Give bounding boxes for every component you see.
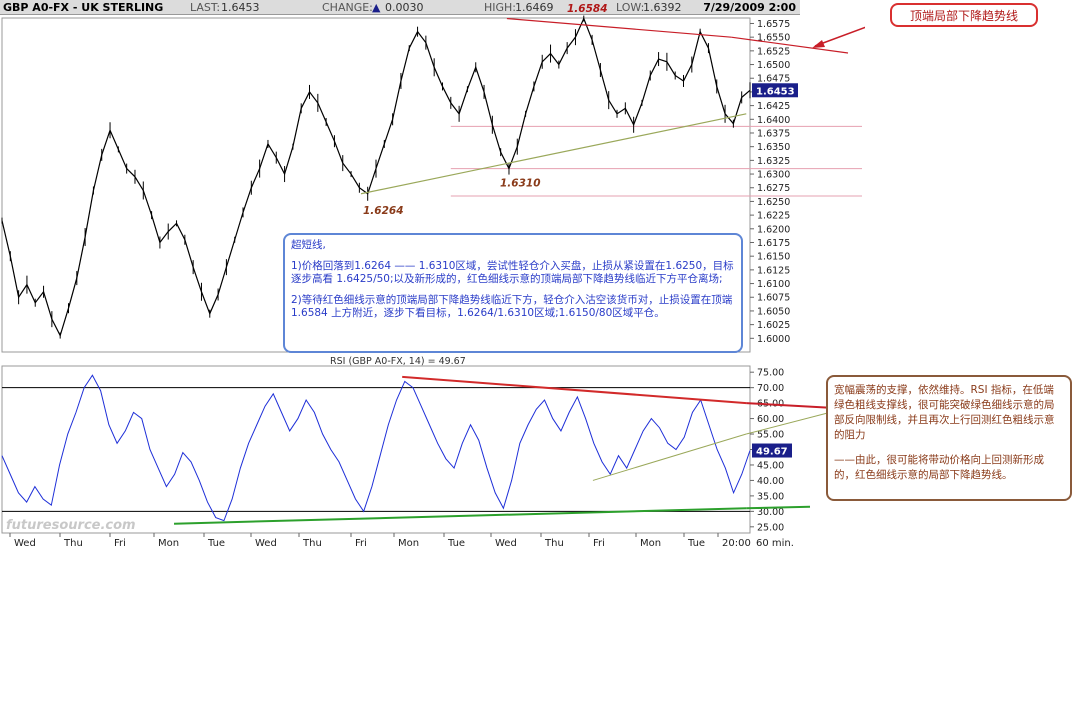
x-axis: Wed Thu Fri Mon Tue Wed Thu Fri Mon Tue Wed Thu Fri M… xyxy=(9,533,794,549)
x-tick-label: Mon xyxy=(158,538,179,549)
price-tick-label: 1.6000 xyxy=(757,334,790,345)
rsi-tick-label: 75.00 xyxy=(757,368,784,379)
last-label: LAST: xyxy=(190,1,221,14)
price-tick-label: 1.6525 xyxy=(757,46,790,57)
callout-para-1: 宽幅震荡的支撑，依然维持。RSI 指标，在低端绿色粗线支撑线，很可能突破绿色细线… xyxy=(834,384,1055,441)
rsi-trend-line-1 xyxy=(174,507,747,525)
x-tick-label: Mon xyxy=(640,538,661,549)
x-tick-label: Fri xyxy=(593,538,605,549)
x-tick-label: Tue xyxy=(687,538,705,549)
rsi-panel-frame xyxy=(1,365,751,534)
x-tick-label: Wed xyxy=(495,538,517,549)
price-tick-label: 1.6575 xyxy=(757,19,790,30)
callout-top-trendline: 顶端局部下降趋势线 xyxy=(890,3,1038,27)
price-tick-label: 1.6125 xyxy=(757,265,790,276)
rsi-tick-label: 30.00 xyxy=(757,507,784,518)
triangle-up-icon: ▲ xyxy=(372,1,381,14)
price-tick-label: 1.6200 xyxy=(757,224,790,235)
rsi-series-line xyxy=(1,374,751,522)
rsi-trend-line-2 xyxy=(592,433,747,481)
rsi-panel: 75.0070.0065.0060.0055.0050.0045.0040.00… xyxy=(1,356,831,534)
symbol-title: GBP A0-FX - UK STERLING xyxy=(3,1,164,14)
change-label: CHANGE: xyxy=(322,1,373,14)
x-tick-label: Fri xyxy=(114,538,126,549)
price-rsi-chart: 1.65751.65501.65251.65001.64751.64501.64… xyxy=(1,3,865,549)
rsi-badge-text: 49.67 xyxy=(756,447,788,458)
strategy-note: 超短线, 1)价格回落到1.6264 —— 1.6310区域，尝试性轻仓介入买盘… xyxy=(283,233,743,353)
rsi-tick-label: 35.00 xyxy=(757,491,784,502)
price-tick-label: 1.6425 xyxy=(757,101,790,112)
price-tick-label: 1.6325 xyxy=(757,156,790,167)
price-tick-label: 1.6275 xyxy=(757,183,790,194)
last-value: 1.6453 xyxy=(221,1,260,14)
last-price-badge xyxy=(752,83,798,98)
x-tick-label: Thu xyxy=(302,538,322,549)
price-tick-label: 1.6175 xyxy=(757,238,790,249)
rsi-trend-line-0 xyxy=(402,375,747,405)
interval-label: 60 min. xyxy=(756,538,794,549)
rsi-tick-label: 45.00 xyxy=(757,460,784,471)
price-tick-label: 1.6400 xyxy=(757,115,790,126)
high-label: HIGH: xyxy=(484,1,517,14)
datetime: 7/29/2009 2:00 xyxy=(703,1,796,14)
rsi-olive-extension xyxy=(746,411,831,435)
rsi-tick-label: 60.00 xyxy=(757,414,784,425)
rsi-tick-label: 55.00 xyxy=(757,430,784,441)
x-tick-label: Tue xyxy=(207,538,225,549)
x-tick-label: Mon xyxy=(398,538,419,549)
price-trend-line-1 xyxy=(360,113,747,195)
callout-para-2: ——由此，很可能将带动价格向上回测新形成的，红色细线示意的局部下降趋势线。 xyxy=(834,454,1044,481)
rsi-badge xyxy=(752,443,792,458)
rsi-tick-label: 70.00 xyxy=(757,383,784,394)
price-tick-label: 1.6050 xyxy=(757,306,790,317)
rsi-green-extension xyxy=(746,505,811,510)
red-trend-extension xyxy=(731,36,849,54)
x-tick-label: Thu xyxy=(544,538,564,549)
price-trend-line-0 xyxy=(506,17,732,38)
price-tick-label: 1.6375 xyxy=(757,128,790,139)
rsi-tick-label: 40.00 xyxy=(757,476,784,487)
x-tick-label: Wed xyxy=(14,538,36,549)
watermark: futuresource.com xyxy=(6,518,136,533)
rsi-red-extension xyxy=(746,402,831,409)
callout-rsi-analysis: 宽幅震荡的支撑，依然维持。RSI 指标，在低端绿色粗线支撑线，很可能突破绿色细线… xyxy=(826,375,1072,501)
price-tick-label: 1.6225 xyxy=(757,211,790,222)
callout-arrow-head xyxy=(812,40,825,48)
price-tick-label: 1.6550 xyxy=(757,33,790,44)
change-value: 0.0030 xyxy=(385,1,424,14)
annotation-1.6584: 1.6584 xyxy=(567,3,608,15)
x-tick-label: Wed xyxy=(255,538,277,549)
low-label: LOW: xyxy=(616,1,645,14)
x-tick-label: 20:00 xyxy=(722,538,751,549)
high-value: 1.6469 xyxy=(515,1,554,14)
price-tick-label: 1.6100 xyxy=(757,279,790,290)
price-tick-label: 1.6075 xyxy=(757,293,790,304)
annotation-1.6310: 1.6310 xyxy=(500,178,541,190)
last-price-badge-text: 1.6453 xyxy=(756,86,795,97)
price-tick-label: 1.6150 xyxy=(757,252,790,263)
quote-header: GBP A0-FX - UK STERLING LAST: 1.6453 CHA… xyxy=(0,0,800,15)
rsi-title: RSI (GBP A0-FX, 14) = 49.67 xyxy=(330,356,466,367)
x-tick-label: Fri xyxy=(355,538,367,549)
annotation-1.6264: 1.6264 xyxy=(363,205,404,217)
price-panel: 1.65751.65501.65251.65001.64751.64501.64… xyxy=(1,3,865,353)
note-title: 超短线, xyxy=(291,239,326,251)
low-value: 1.6392 xyxy=(643,1,682,14)
price-tick-label: 1.6500 xyxy=(757,60,790,71)
note-para-1: 1)价格回落到1.6264 —— 1.6310区域，尝试性轻仓介入买盘，止损从紧… xyxy=(291,260,734,285)
rsi-tick-label: 25.00 xyxy=(757,522,784,533)
callout-arrow xyxy=(814,26,865,47)
price-tick-label: 1.6300 xyxy=(757,170,790,181)
price-tick-label: 1.6350 xyxy=(757,142,790,153)
price-tick-label: 1.6250 xyxy=(757,197,790,208)
price-tick-label: 1.6475 xyxy=(757,74,790,85)
note-para-2: 2)等待红色细线示意的顶端局部下降趋势线临近下方，轻仓介入沽空该货币对，止损设置… xyxy=(291,294,733,319)
x-tick-label: Tue xyxy=(447,538,465,549)
x-tick-label: Thu xyxy=(63,538,83,549)
price-tick-label: 1.6025 xyxy=(757,320,790,331)
